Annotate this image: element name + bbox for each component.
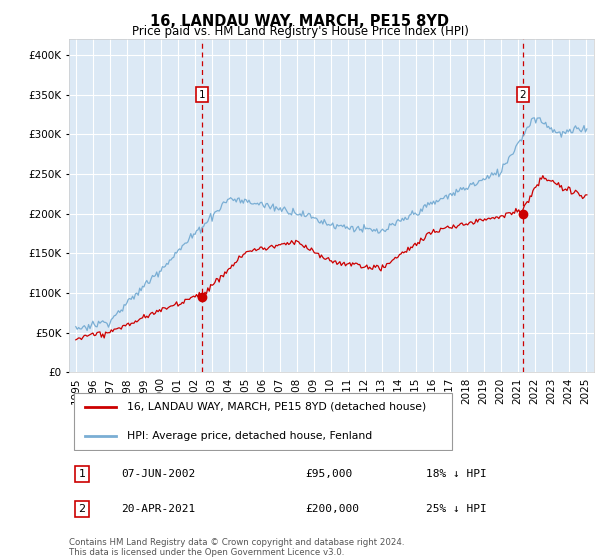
Text: 18% ↓ HPI: 18% ↓ HPI	[426, 469, 487, 479]
Text: 16, LANDAU WAY, MARCH, PE15 8YD (detached house): 16, LANDAU WAY, MARCH, PE15 8YD (detache…	[127, 402, 426, 412]
Text: 25% ↓ HPI: 25% ↓ HPI	[426, 504, 487, 514]
Text: Contains HM Land Registry data © Crown copyright and database right 2024.
This d: Contains HM Land Registry data © Crown c…	[69, 538, 404, 557]
Text: 20-APR-2021: 20-APR-2021	[121, 504, 196, 514]
Text: 2: 2	[79, 504, 86, 514]
Text: Price paid vs. HM Land Registry's House Price Index (HPI): Price paid vs. HM Land Registry's House …	[131, 25, 469, 38]
Text: 16, LANDAU WAY, MARCH, PE15 8YD: 16, LANDAU WAY, MARCH, PE15 8YD	[151, 14, 449, 29]
Text: £95,000: £95,000	[305, 469, 353, 479]
Text: 07-JUN-2002: 07-JUN-2002	[121, 469, 196, 479]
Text: HPI: Average price, detached house, Fenland: HPI: Average price, detached house, Fenl…	[127, 431, 372, 441]
Text: £200,000: £200,000	[305, 504, 359, 514]
Text: 1: 1	[199, 90, 206, 100]
Text: 2: 2	[520, 90, 526, 100]
Text: 1: 1	[79, 469, 86, 479]
FancyBboxPatch shape	[74, 393, 452, 450]
